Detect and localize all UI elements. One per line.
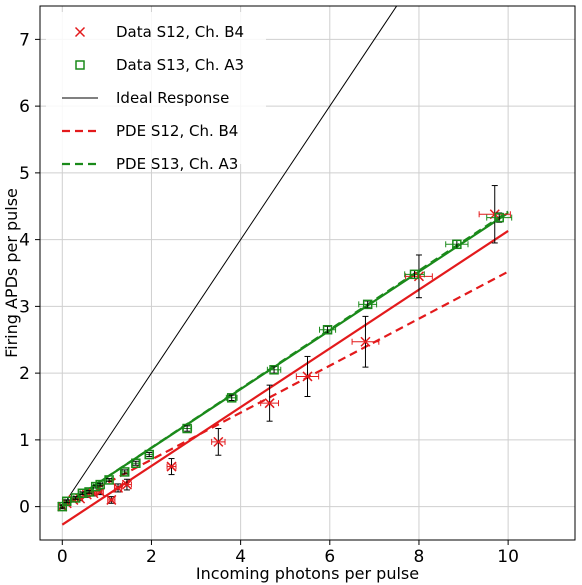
marker-stroke xyxy=(302,371,313,382)
legend-label: Data S12, Ch. B4 xyxy=(116,23,244,41)
y-tick-label: 0 xyxy=(19,498,30,518)
x-tick-label: 4 xyxy=(235,547,246,567)
x-tick-label: 2 xyxy=(146,547,157,567)
marker-stroke xyxy=(264,398,275,409)
data-point xyxy=(494,212,504,223)
axis-ticks: 0 2 4 6 8 10 0 1 2 3 4 5 6 7 xyxy=(19,30,519,567)
y-tick-label: 2 xyxy=(19,364,30,384)
data-point xyxy=(121,479,132,490)
y-axis-label: Firing APDs per pulse xyxy=(2,188,21,358)
legend: Data S12, Ch. B4 Data S13, Ch. A3 Ideal Re… xyxy=(46,12,266,173)
y-tick-label: 4 xyxy=(19,231,30,251)
legend-entry: Data S12, Ch. B4 xyxy=(74,23,244,41)
y-tick-label: 5 xyxy=(19,164,30,184)
data-point xyxy=(302,371,313,382)
data-point xyxy=(264,398,275,409)
series-line-0 xyxy=(61,6,398,507)
legend-marker xyxy=(75,60,85,70)
x-tick-label: 10 xyxy=(497,547,519,567)
legend-entry: Ideal Response xyxy=(62,89,229,107)
series-line-2 xyxy=(61,210,509,508)
y-tick-label: 6 xyxy=(19,97,30,117)
data-point xyxy=(182,423,192,434)
x-axis-label: Incoming photons per pulse xyxy=(196,564,419,583)
marker-stroke xyxy=(112,482,124,493)
data-point xyxy=(104,475,114,485)
marker-stroke xyxy=(74,26,86,38)
data-point xyxy=(62,496,72,507)
data-point xyxy=(322,324,333,335)
data-point xyxy=(269,365,279,375)
x-tick-label: 0 xyxy=(57,547,68,567)
data-point xyxy=(362,299,373,310)
data-point xyxy=(131,458,141,468)
plot-area xyxy=(57,6,513,526)
legend-entry: PDE S13, Ch. A3 xyxy=(62,155,238,173)
y-tick-label: 3 xyxy=(19,297,30,317)
series-markers-0 xyxy=(57,185,511,512)
marker-stroke xyxy=(166,461,177,472)
marker-stroke xyxy=(121,479,132,490)
plot-frame xyxy=(39,5,576,541)
data-point xyxy=(452,239,462,250)
data-point xyxy=(166,461,177,472)
legend-label: PDE S13, Ch. A3 xyxy=(116,155,238,173)
data-point xyxy=(119,467,130,477)
data-point xyxy=(106,494,117,505)
marker-stroke xyxy=(360,336,371,347)
data-point xyxy=(226,393,237,403)
legend-entry: Data S13, Ch. A3 xyxy=(75,56,244,74)
data-point xyxy=(95,479,105,490)
data-point xyxy=(360,336,371,347)
legend-label: PDE S12, Ch. B4 xyxy=(116,122,238,140)
marker-stroke xyxy=(213,436,224,447)
data-point xyxy=(112,482,124,493)
y-tick-label: 1 xyxy=(19,431,30,451)
x-tick-label: 6 xyxy=(324,547,335,567)
legend-label: Data S13, Ch. A3 xyxy=(116,56,244,74)
data-point xyxy=(213,436,224,447)
x-tick-label: 8 xyxy=(414,547,425,567)
legend-marker xyxy=(74,26,86,38)
legend-background xyxy=(46,12,266,164)
legend-label: Ideal Response xyxy=(116,89,229,107)
y-tick-label: 7 xyxy=(19,30,30,50)
series-markers-1 xyxy=(57,212,513,512)
marker-stroke xyxy=(106,494,117,505)
data-point xyxy=(84,487,94,497)
fit-line-0 xyxy=(61,230,509,526)
data-point xyxy=(409,269,420,280)
data-point xyxy=(144,449,154,460)
legend-entry: PDE S12, Ch. B4 xyxy=(62,122,238,140)
